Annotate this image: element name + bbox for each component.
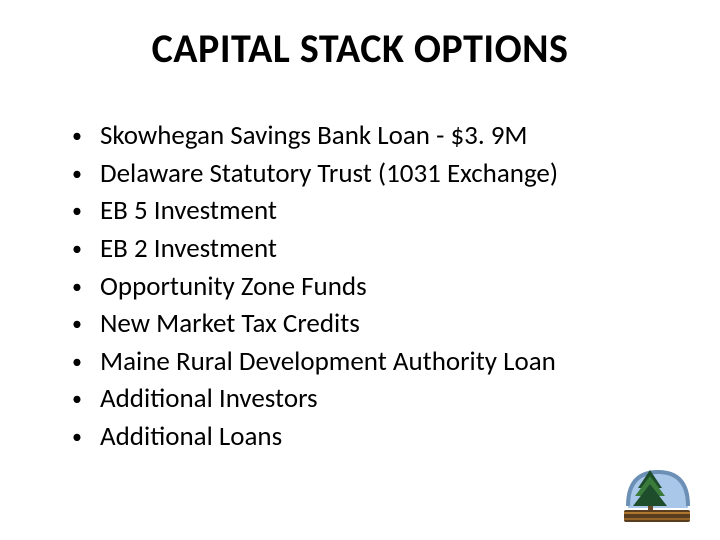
list-item: EB 2 Investment [72, 231, 660, 267]
list-item: Additional Investors [72, 381, 660, 417]
slide: CAPITAL STACK OPTIONS Skowhegan Savings … [0, 0, 720, 540]
list-item: New Market Tax Credits [72, 306, 660, 342]
list-item: Maine Rural Development Authority Loan [72, 344, 660, 380]
list-item: Opportunity Zone Funds [72, 269, 660, 305]
company-logo [618, 464, 696, 526]
slide-title: CAPITAL STACK OPTIONS [0, 24, 720, 73]
list-item: Additional Loans [72, 419, 660, 455]
list-item: EB 5 Investment [72, 193, 660, 229]
bullet-list: Skowhegan Savings Bank Loan - $3. 9M Del… [72, 118, 660, 455]
list-item: Skowhegan Savings Bank Loan - $3. 9M [72, 118, 660, 154]
slide-body: Skowhegan Savings Bank Loan - $3. 9M Del… [72, 118, 660, 457]
list-item: Delaware Statutory Trust (1031 Exchange) [72, 156, 660, 192]
